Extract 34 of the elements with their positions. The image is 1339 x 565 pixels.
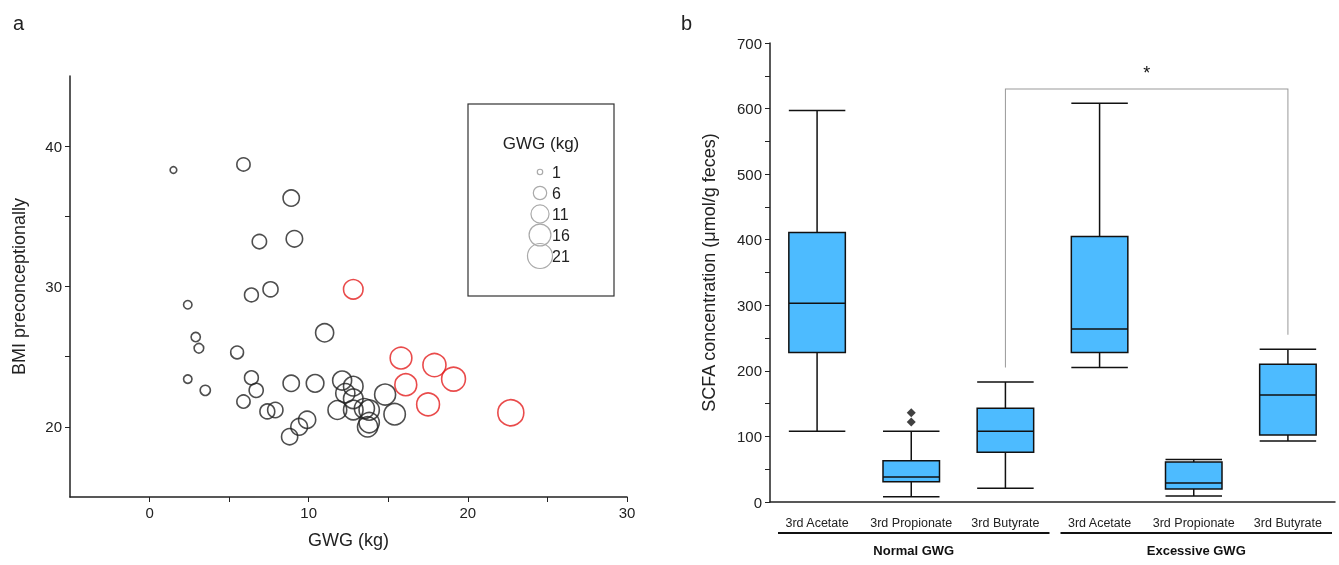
y-axis-title: SCFA concentration (μmol/g feces): [699, 133, 719, 412]
x-axis-title: GWG (kg): [308, 530, 389, 550]
x-tick-label: 20: [459, 504, 477, 521]
legend-label: 16: [552, 227, 570, 244]
x-tick-label: 3rd Butyrate: [971, 515, 1040, 530]
y-tick-label: 30: [45, 278, 62, 295]
legend-title: GWG (kg): [502, 134, 580, 153]
x-tick-label: 3rd Propionate: [1152, 515, 1235, 530]
x-tick-label: 3rd Acetate: [1067, 515, 1132, 530]
x-tick-label: 30: [618, 504, 636, 521]
x-tick-label: 3rd Propionate: [870, 515, 953, 530]
chart-title: b: [681, 12, 693, 34]
x-tick-label: 10: [300, 504, 318, 521]
legend-label: 21: [552, 248, 570, 265]
y-tick-label: 40: [45, 137, 62, 155]
y-tick-label: 400: [736, 231, 762, 249]
y-tick-label: 100: [736, 427, 762, 445]
x-tick-label: 3rd Acetate: [785, 515, 849, 530]
annotation: *: [1143, 62, 1151, 83]
y-tick-label: 20: [45, 418, 62, 436]
y-tick-label: 700: [736, 34, 762, 52]
y-tick-label: 300: [736, 296, 762, 314]
y-tick-label: 600: [736, 100, 762, 118]
x-tick-label: 3rd Butyrate: [1253, 515, 1323, 530]
x-tick-label: 0: [145, 504, 154, 521]
y-tick-label: 500: [736, 165, 762, 183]
legend-label: 1: [552, 164, 561, 181]
legend-label: 11: [552, 206, 569, 223]
legend-label: 6: [552, 185, 561, 202]
y-axis-title: BMI preconceptionally: [9, 197, 29, 376]
chart-title: a: [13, 12, 25, 34]
y-tick-label: 200: [736, 362, 762, 380]
text: Normal GWG: [873, 543, 955, 558]
text: Excessive GWG: [1146, 543, 1246, 558]
